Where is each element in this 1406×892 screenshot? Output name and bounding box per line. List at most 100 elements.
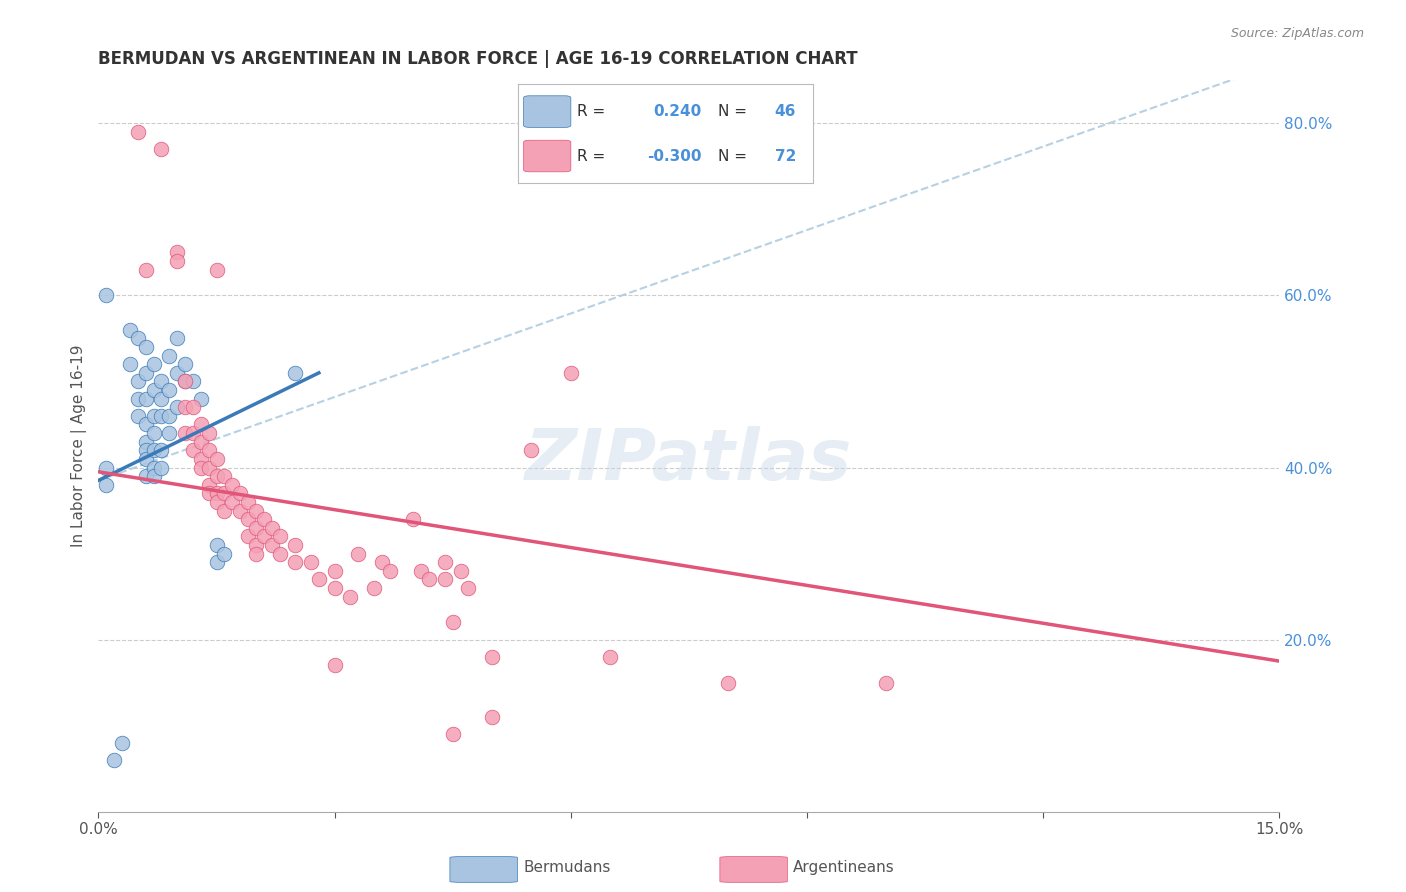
Point <box>150 409 173 423</box>
Text: BERMUDAN VS ARGENTINEAN IN LABOR FORCE | AGE 16-19 CORRELATION CHART: BERMUDAN VS ARGENTINEAN IN LABOR FORCE |… <box>98 50 858 68</box>
Point <box>284 366 307 380</box>
Point <box>135 417 157 432</box>
Point <box>103 753 125 767</box>
Point <box>347 547 370 561</box>
Point <box>127 375 149 389</box>
Point <box>190 417 212 432</box>
Point <box>157 409 180 423</box>
Point <box>142 383 165 397</box>
Point <box>174 375 197 389</box>
Point <box>284 538 307 552</box>
Point <box>166 366 188 380</box>
Point <box>433 573 456 587</box>
Point <box>299 555 322 569</box>
Point <box>197 443 219 458</box>
Point <box>214 486 236 500</box>
Point <box>135 366 157 380</box>
Text: Argentineans: Argentineans <box>793 860 894 875</box>
Point <box>245 503 267 517</box>
Point <box>269 547 291 561</box>
Point <box>363 581 385 595</box>
Point <box>323 581 346 595</box>
Point <box>118 357 141 371</box>
Point <box>181 443 204 458</box>
Point <box>166 245 188 260</box>
Point <box>323 564 346 578</box>
Point <box>236 529 259 543</box>
Point <box>142 409 165 423</box>
Point <box>174 401 197 415</box>
Point <box>150 460 173 475</box>
Point <box>135 451 157 466</box>
Point <box>111 736 134 750</box>
Point <box>135 262 157 277</box>
Point <box>433 555 456 569</box>
Point <box>142 443 165 458</box>
Point <box>221 495 243 509</box>
FancyBboxPatch shape <box>450 856 517 882</box>
Point <box>236 512 259 526</box>
Point <box>441 727 464 741</box>
Point <box>197 477 219 491</box>
Point <box>166 331 188 345</box>
Point <box>481 649 503 664</box>
Point <box>875 675 897 690</box>
Point <box>411 564 433 578</box>
FancyBboxPatch shape <box>720 856 787 882</box>
Point <box>127 125 149 139</box>
Point <box>284 555 307 569</box>
Point <box>150 375 173 389</box>
Point <box>150 443 173 458</box>
Point <box>174 426 197 441</box>
Point <box>142 460 165 475</box>
Point <box>157 349 180 363</box>
Point <box>197 460 219 475</box>
Point <box>150 392 173 406</box>
Point <box>402 512 425 526</box>
Point <box>166 401 188 415</box>
Point <box>135 443 157 458</box>
Point <box>190 392 212 406</box>
Point <box>371 555 394 569</box>
Point <box>245 521 267 535</box>
Point <box>142 469 165 483</box>
Point <box>174 357 197 371</box>
Point <box>142 357 165 371</box>
Point <box>127 409 149 423</box>
Point <box>205 262 228 277</box>
Point <box>205 555 228 569</box>
Point <box>135 392 157 406</box>
Point <box>323 658 346 673</box>
Point <box>205 469 228 483</box>
Point <box>190 434 212 449</box>
Point <box>450 564 472 578</box>
Y-axis label: In Labor Force | Age 16-19: In Labor Force | Age 16-19 <box>72 344 87 548</box>
Point <box>197 426 219 441</box>
Point <box>260 521 283 535</box>
Point <box>96 460 118 475</box>
Point <box>214 469 236 483</box>
Point <box>197 486 219 500</box>
Point <box>135 469 157 483</box>
Point <box>229 503 252 517</box>
Point <box>142 426 165 441</box>
Point <box>269 529 291 543</box>
Text: Bermudans: Bermudans <box>523 860 610 875</box>
Point <box>205 451 228 466</box>
Point <box>157 383 180 397</box>
Point <box>166 254 188 268</box>
Point <box>214 503 236 517</box>
Point <box>339 590 361 604</box>
Text: Source: ZipAtlas.com: Source: ZipAtlas.com <box>1230 27 1364 40</box>
Point <box>229 486 252 500</box>
Point <box>599 649 621 664</box>
Point <box>308 573 330 587</box>
Point <box>157 426 180 441</box>
Point <box>205 486 228 500</box>
Point <box>245 547 267 561</box>
Point <box>214 547 236 561</box>
Point <box>205 495 228 509</box>
Point <box>378 564 401 578</box>
Point <box>221 477 243 491</box>
Point <box>205 538 228 552</box>
